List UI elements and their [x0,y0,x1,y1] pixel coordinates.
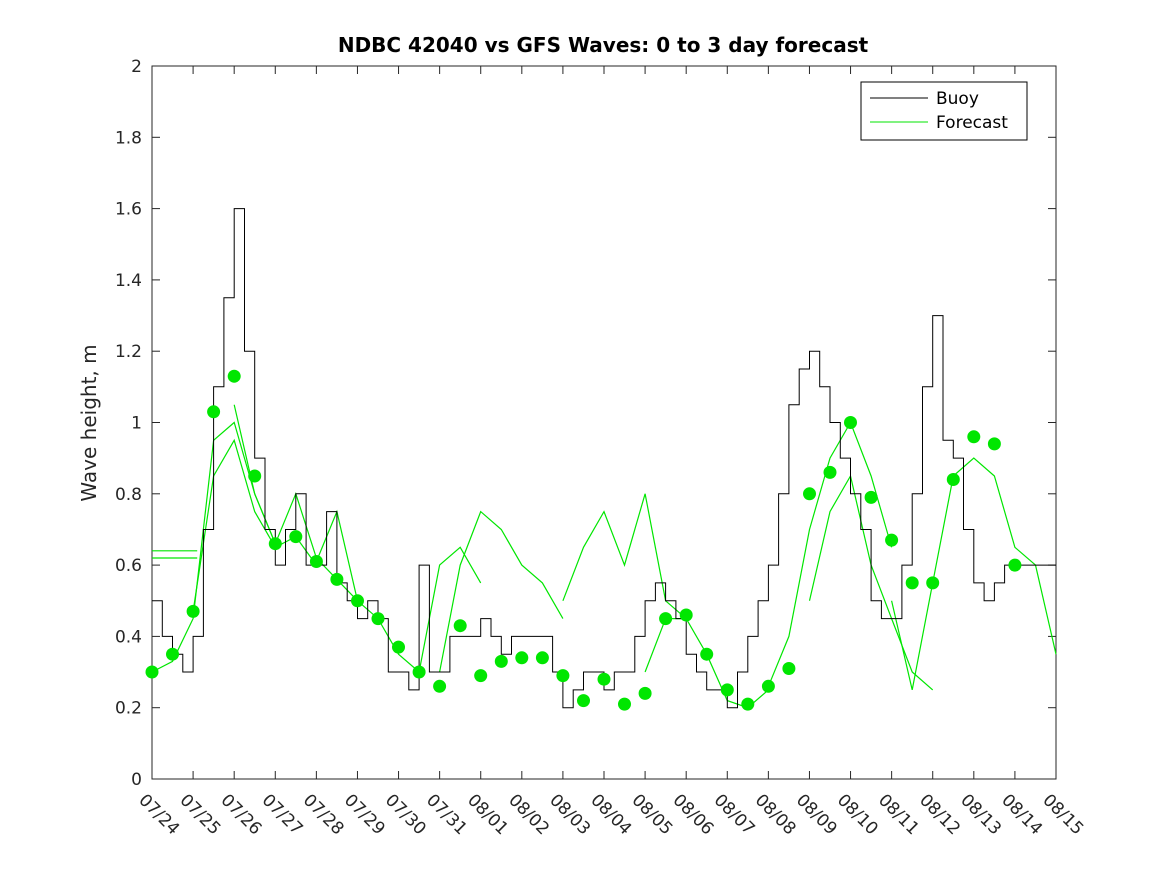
x-tick-label: 07/24 [134,790,183,839]
forecast-point [494,654,508,668]
y-tick-label: 0 [131,770,142,790]
legend-buoy-label: Buoy [936,89,979,109]
y-tick-label: 1.4 [115,271,142,291]
forecast-point [309,555,323,568]
x-tick-label: 08/11 [874,790,923,839]
x-tick-label: 08/13 [956,790,1005,839]
forecast-run-line [562,493,687,620]
forecast-point [782,662,796,675]
forecast-point [556,669,570,683]
forecast-point [145,665,159,679]
forecast-point [453,619,467,633]
forecast-point [803,487,816,501]
forecast-point [679,608,693,622]
forecast-point [392,640,405,654]
plot-area: 00.20.40.60.811.21.41.61.8207/2407/2507/… [115,57,1087,839]
forecast-point [967,430,981,444]
x-tick-label: 08/10 [833,790,882,839]
forecast-point [905,576,919,590]
x-tick-label: 07/30 [381,790,430,839]
forecast-point [166,647,179,661]
x-tick-label: 07/25 [176,790,225,839]
legend: Buoy Forecast [860,81,1028,141]
forecast-point [433,679,447,693]
x-tick-label: 08/08 [751,790,800,839]
x-tick-label: 08/04 [586,790,635,839]
x-tick-label: 07/28 [299,790,348,839]
x-tick-label: 07/31 [422,790,471,839]
legend-box [860,81,1028,141]
forecast-run-line [891,457,1057,691]
y-tick-label: 1.6 [115,200,142,220]
x-tick-label: 08/15 [1038,790,1087,839]
forecast-point [638,686,652,700]
y-tick-label: 1.8 [115,128,142,148]
forecast-point [864,490,878,504]
x-tick-label: 08/02 [504,790,553,839]
x-tick-label: 08/07 [710,790,759,839]
y-tick-label: 0.2 [115,699,142,719]
x-tick-label: 07/29 [340,790,389,839]
y-tick-label: 0.6 [115,556,142,576]
forecast-point [535,651,549,665]
forecast-run-line [192,438,317,612]
forecast-run-line [439,510,564,673]
x-tick-label: 08/05 [628,790,677,839]
forecast-point [885,533,899,547]
forecast-run-line [315,509,482,674]
x-tick-label: 07/27 [258,790,307,839]
forecast-point [823,465,837,479]
forecast-point [659,612,673,626]
x-tick-label: 08/14 [997,790,1046,839]
forecast-run-line [767,421,893,687]
y-tick-label: 2 [131,57,142,77]
forecast-point [926,576,940,590]
forecast-point [946,473,960,486]
forecast-point [618,697,631,711]
y-axis-label: Wave height, m [77,344,101,501]
forecast-point [474,669,488,683]
chart-title: NDBC 42040 vs GFS Waves: 0 to 3 day fore… [338,33,869,57]
forecast-run-line [644,617,769,709]
forecast-point [268,537,282,551]
forecast-point [577,694,590,708]
forecast-point [412,665,426,679]
y-tick-label: 0.8 [115,485,142,505]
buoy-series-line [152,208,1056,709]
y-tick-label: 1 [131,414,142,434]
x-tick-label: 08/06 [669,790,718,839]
forecast-point [597,672,611,686]
forecast-point [515,651,529,665]
forecast-point [741,697,755,711]
x-tick-label: 08/03 [545,790,594,839]
x-tick-label: 08/09 [792,790,841,839]
forecast-point [207,405,221,419]
x-tick-label: 08/12 [915,790,964,839]
forecast-point [844,416,857,429]
forecast-point [761,679,775,693]
forecast-point [987,437,1001,451]
forecast-point [351,594,364,608]
forecast-point [227,369,241,383]
forecast-point [1008,558,1022,572]
forecast-point [371,612,385,626]
legend-forecast-label: Forecast [936,113,1008,133]
y-tick-label: 0.4 [115,627,142,647]
y-tick-label: 1.2 [115,342,142,362]
forecast-point [700,647,714,661]
forecast-point [186,604,200,618]
forecast-point [720,683,734,697]
forecast-point [289,530,303,544]
x-tick-label: 07/26 [217,790,266,839]
forecast-point [248,469,262,483]
x-tick-label: 08/01 [463,790,512,839]
forecast-point [330,572,344,586]
